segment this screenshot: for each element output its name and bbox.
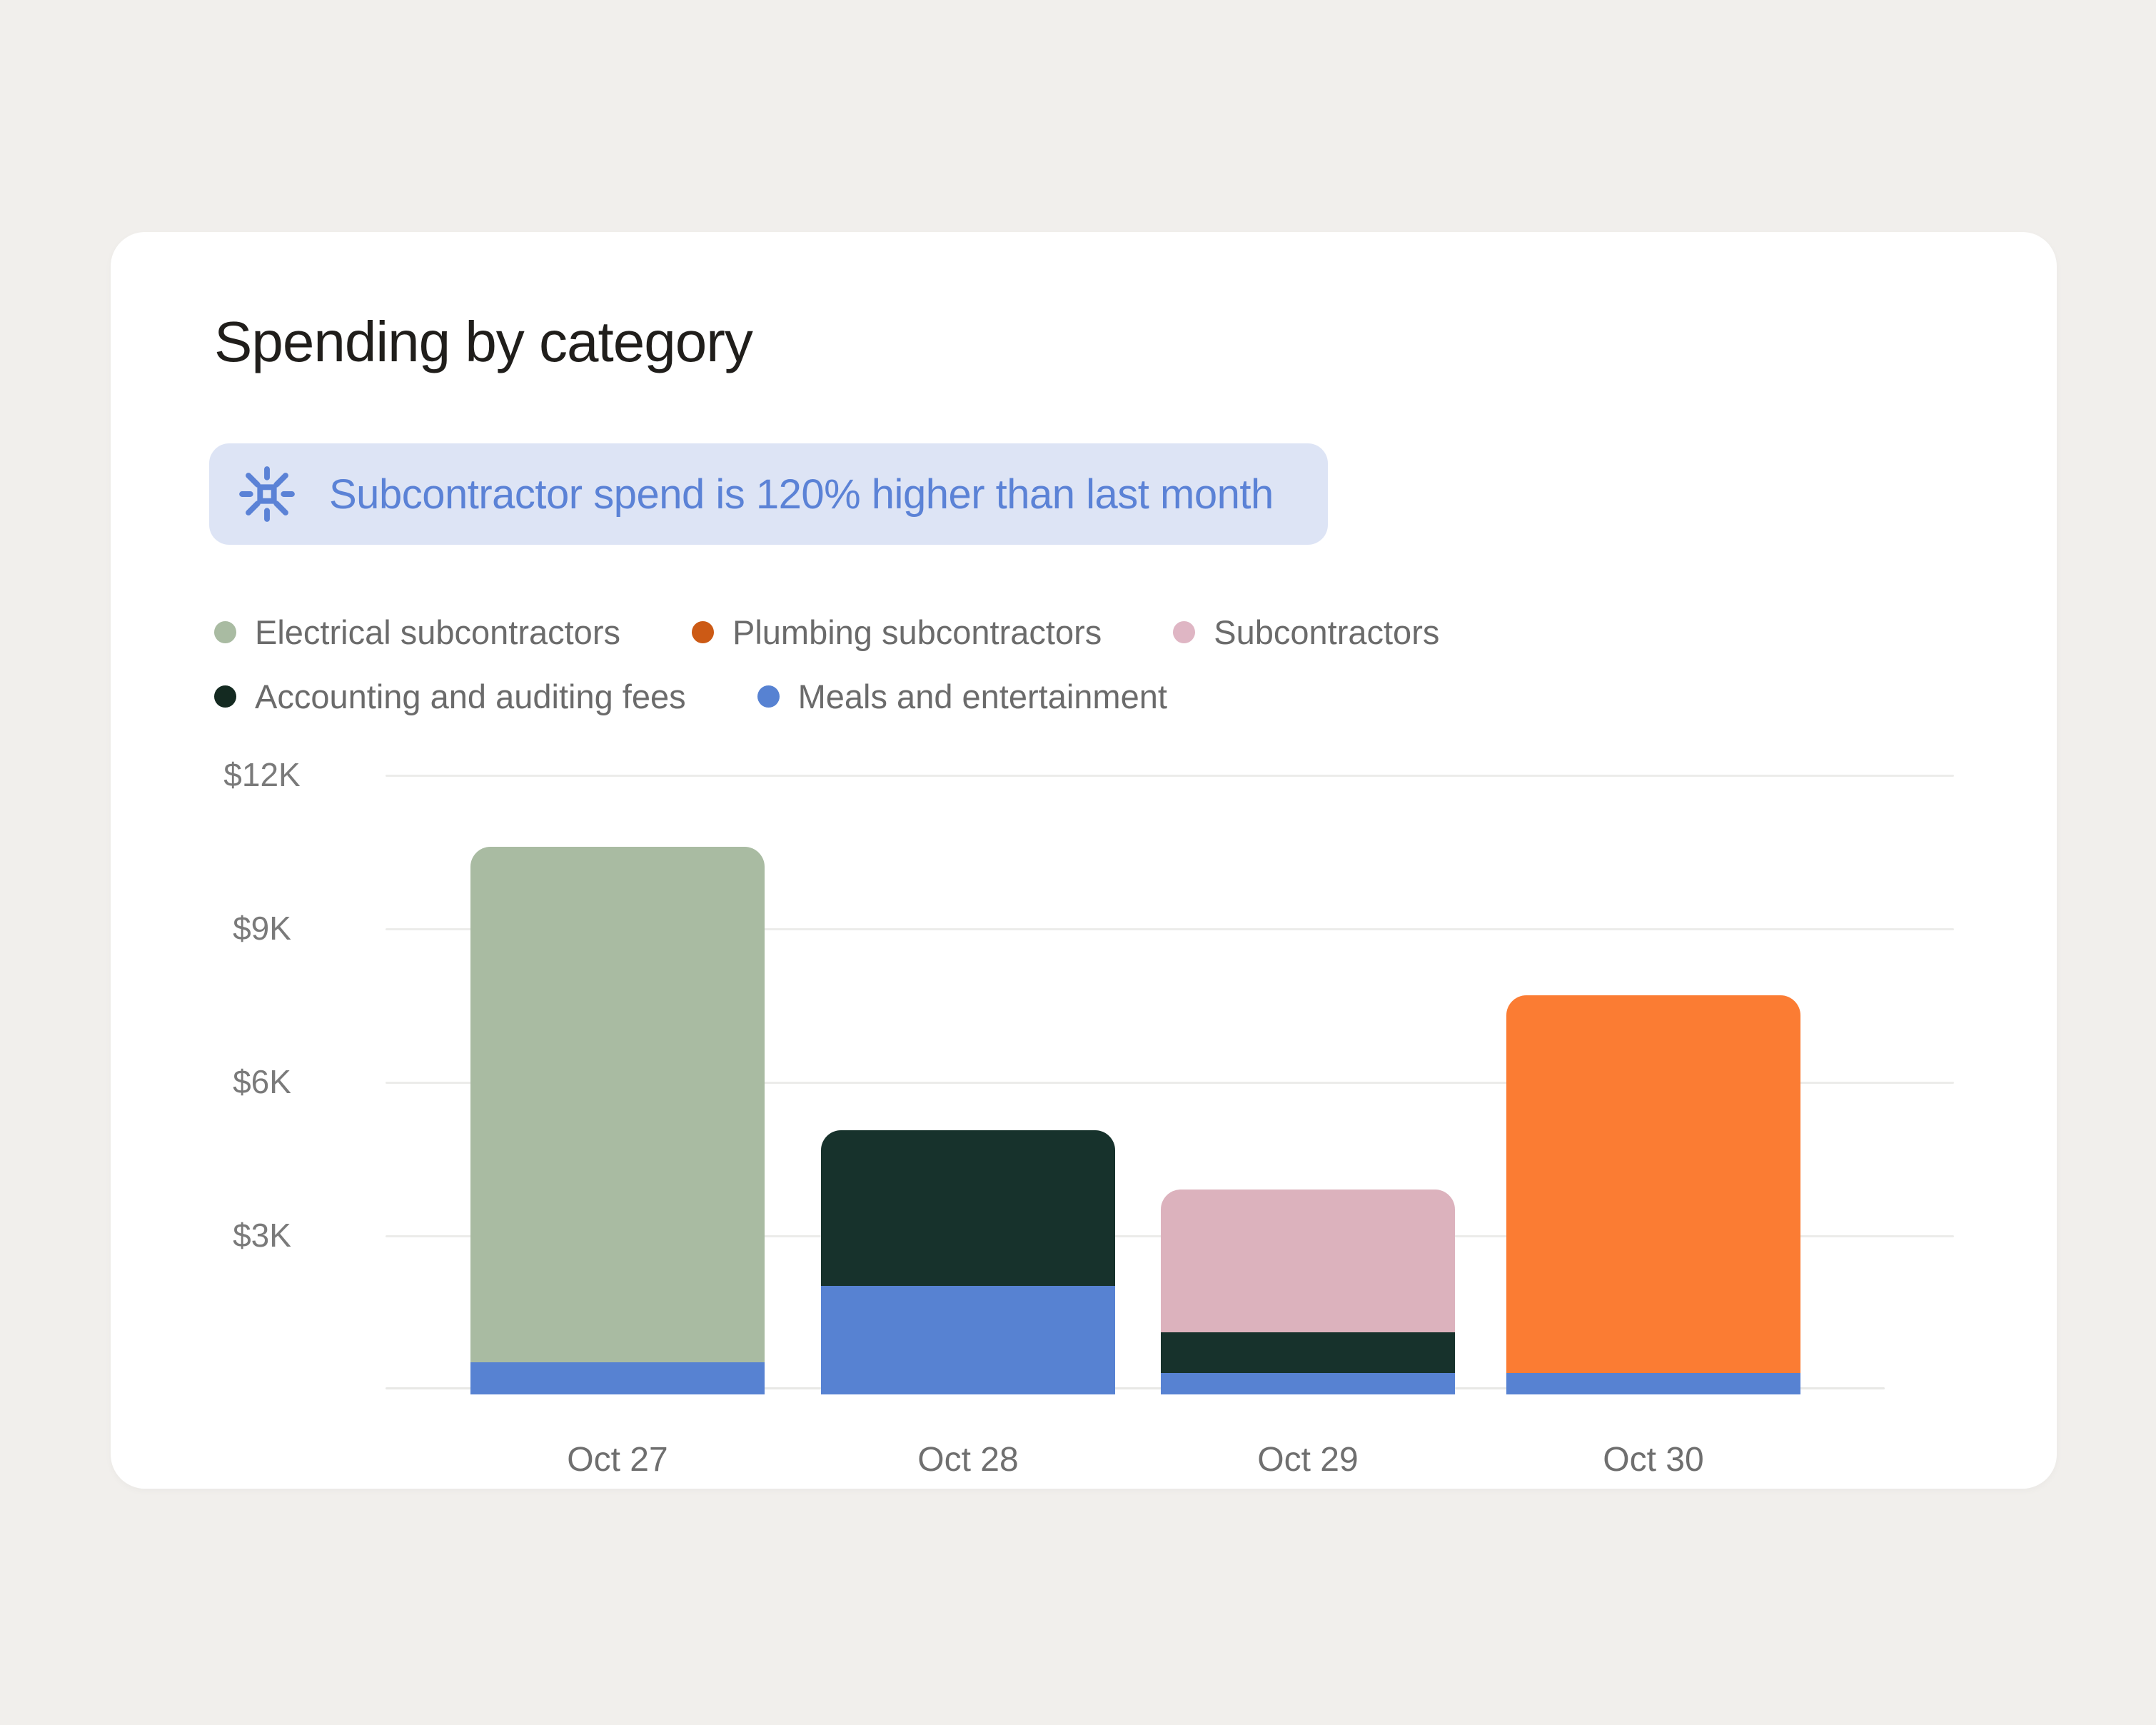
legend-label: Electrical subcontractors	[255, 613, 620, 651]
legend-item-meals-and-entertainment[interactable]: Meals and entertainment	[757, 677, 1167, 716]
legend-row-1: Electrical subcontractors Plumbing subco…	[214, 613, 1439, 677]
bar-segment-subcontractors[interactable]	[1161, 1190, 1455, 1332]
chart-legend: Electrical subcontractors Plumbing subco…	[214, 613, 1439, 741]
bar-segment-accounting-and-auditing-fees[interactable]	[1161, 1332, 1455, 1373]
legend-dot-plumbing	[691, 621, 714, 643]
x-axis-label-oct-30: Oct 30	[1603, 1441, 1704, 1479]
bar-segment-accounting-and-auditing-fees[interactable]	[821, 1130, 1115, 1286]
bar-segment-electrical-subcontractors[interactable]	[470, 847, 765, 1362]
gridline-$6K	[386, 1082, 1954, 1084]
x-axis-baseline	[386, 1387, 1885, 1389]
y-axis-tick-$12K: $12K	[223, 756, 301, 793]
legend-dot-meals	[757, 685, 780, 708]
y-axis-tick-$6K: $6K	[233, 1063, 291, 1100]
bar-segment-meals-and-entertainment[interactable]	[1161, 1373, 1455, 1394]
bar-segment-meals-and-entertainment[interactable]	[821, 1286, 1115, 1394]
legend-dot-subcontractors	[1173, 621, 1196, 643]
legend-item-plumbing-subcontractors[interactable]: Plumbing subcontractors	[691, 613, 1102, 652]
bar-oct-28	[821, 1130, 1115, 1394]
legend-dot-electrical	[214, 621, 236, 643]
bar-oct-27	[470, 847, 765, 1394]
insight-text: Subcontractor spend is 120% higher than …	[329, 471, 1274, 518]
legend-item-electrical-subcontractors[interactable]: Electrical subcontractors	[214, 613, 620, 652]
spark-icon	[236, 463, 298, 525]
legend-label: Meals and entertainment	[797, 678, 1167, 715]
legend-label: Subcontractors	[1214, 613, 1440, 651]
y-axis-tick-$3K: $3K	[233, 1217, 291, 1254]
gridline-$9K	[386, 928, 1954, 930]
x-axis-label-oct-28: Oct 28	[917, 1441, 1019, 1479]
legend-item-accounting-and-auditing-fees[interactable]: Accounting and auditing fees	[214, 677, 686, 716]
legend-label: Plumbing subcontractors	[732, 613, 1102, 651]
chart-area: $12K $9K $6K $3K Oct 27 Oct 28 Oct 29 Oct 30	[111, 232, 2057, 1489]
insight-banner[interactable]: Subcontractor spend is 120% higher than …	[209, 443, 1328, 545]
bar-oct-30	[1506, 995, 1800, 1394]
spending-card: Spending by category Subcontractor spend…	[111, 232, 2057, 1489]
bar-segment-plumbing-subcontractors[interactable]	[1506, 995, 1800, 1373]
x-axis-label-oct-27: Oct 27	[567, 1441, 668, 1479]
bar-oct-29	[1161, 1190, 1455, 1394]
bar-segment-meals-and-entertainment[interactable]	[1506, 1373, 1800, 1394]
legend-label: Accounting and auditing fees	[255, 678, 686, 715]
page-title: Spending by category	[214, 310, 753, 373]
legend-row-2: Accounting and auditing fees Meals and e…	[214, 677, 1439, 741]
x-axis-label-oct-29: Oct 29	[1257, 1441, 1359, 1479]
gridline-$12K	[386, 775, 1954, 777]
bar-segment-meals-and-entertainment[interactable]	[470, 1362, 765, 1394]
legend-dot-accounting	[214, 685, 236, 708]
legend-item-subcontractors[interactable]: Subcontractors	[1173, 613, 1439, 652]
y-axis-tick-$9K: $9K	[233, 910, 291, 947]
